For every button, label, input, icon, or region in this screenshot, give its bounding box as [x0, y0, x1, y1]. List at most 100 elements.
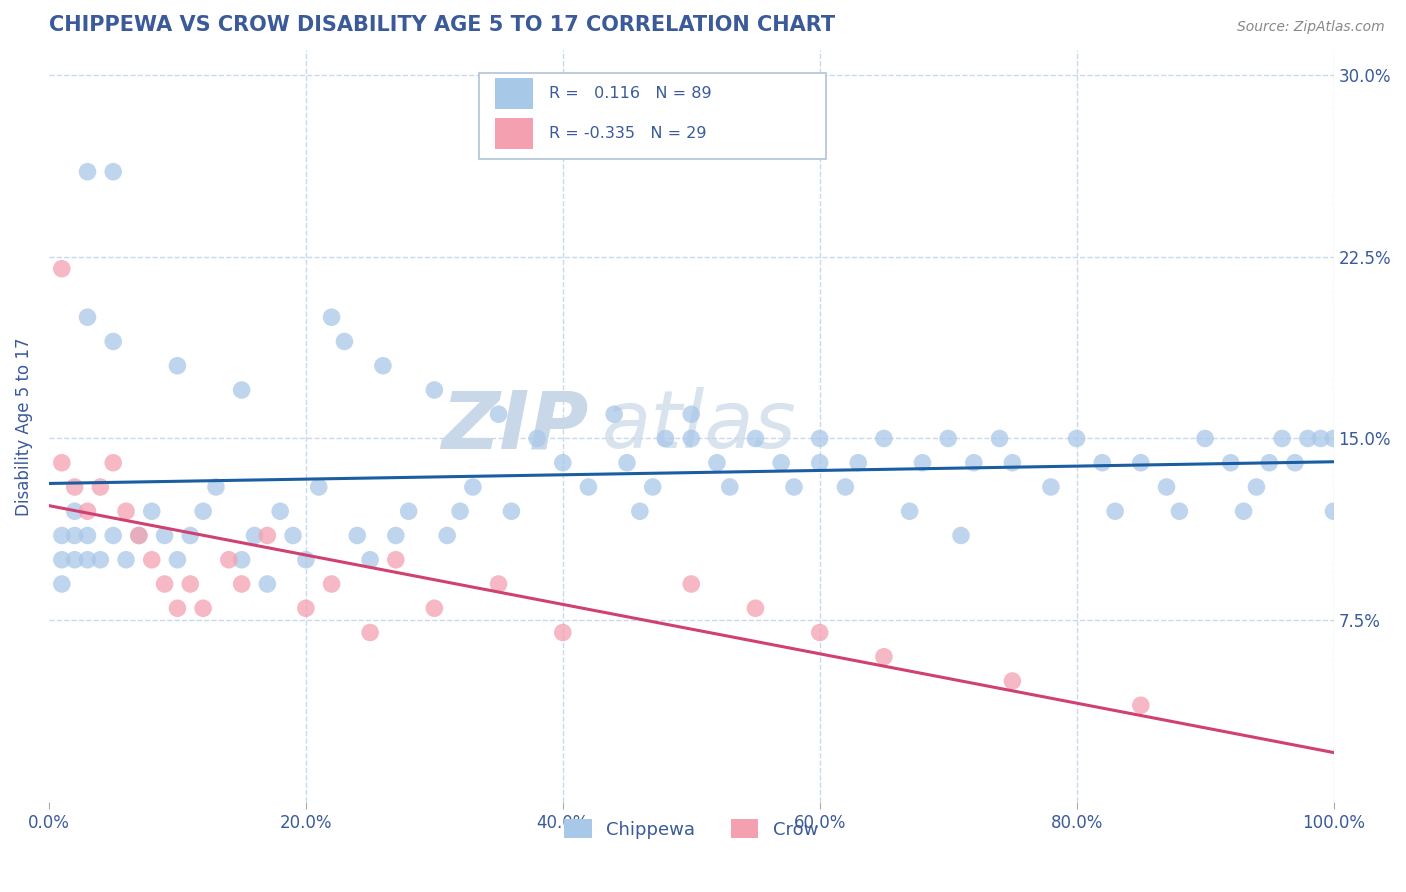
Point: [269, 504, 291, 518]
Point: [1066, 432, 1088, 446]
Point: [231, 553, 253, 567]
Point: [115, 553, 138, 567]
Point: [526, 432, 548, 446]
Point: [449, 504, 471, 518]
Point: [231, 383, 253, 397]
Point: [218, 553, 240, 567]
Point: [744, 601, 766, 615]
Point: [51, 553, 73, 567]
Point: [1104, 504, 1126, 518]
Point: [153, 577, 176, 591]
Point: [76, 553, 98, 567]
Point: [783, 480, 806, 494]
Point: [834, 480, 856, 494]
Point: [243, 528, 266, 542]
Point: [488, 407, 510, 421]
Point: [681, 577, 703, 591]
Point: [51, 456, 73, 470]
Point: [89, 480, 111, 494]
Point: [51, 577, 73, 591]
Point: [103, 528, 125, 542]
Point: [76, 164, 98, 178]
Point: [949, 528, 972, 542]
Point: [718, 480, 741, 494]
Point: [179, 528, 201, 542]
Point: [808, 625, 831, 640]
Point: [1322, 432, 1344, 446]
Legend: Chippewa, Crow: Chippewa, Crow: [557, 812, 825, 846]
FancyBboxPatch shape: [479, 73, 827, 160]
Point: [988, 432, 1011, 446]
Point: [385, 553, 408, 567]
Point: [191, 504, 214, 518]
Point: [63, 528, 86, 542]
Point: [578, 480, 600, 494]
Point: [1219, 456, 1241, 470]
Point: [295, 553, 318, 567]
Point: [1284, 456, 1306, 470]
Point: [1168, 504, 1191, 518]
Point: [346, 528, 368, 542]
Point: [256, 577, 278, 591]
Point: [551, 625, 574, 640]
Point: [321, 310, 343, 325]
Point: [501, 504, 523, 518]
Point: [654, 432, 676, 446]
Point: [1322, 504, 1344, 518]
Point: [808, 456, 831, 470]
Point: [1129, 698, 1152, 713]
Point: [76, 528, 98, 542]
Point: [423, 383, 446, 397]
Point: [744, 432, 766, 446]
Point: [1156, 480, 1178, 494]
Point: [333, 334, 356, 349]
Point: [153, 528, 176, 542]
Point: [898, 504, 921, 518]
Point: [873, 649, 896, 664]
Point: [191, 601, 214, 615]
Text: R =   0.116   N = 89: R = 0.116 N = 89: [548, 86, 711, 101]
Point: [1232, 504, 1254, 518]
Point: [846, 456, 869, 470]
Point: [436, 528, 458, 542]
Point: [1309, 432, 1331, 446]
Point: [103, 334, 125, 349]
Point: [359, 553, 381, 567]
Point: [616, 456, 638, 470]
Point: [603, 407, 626, 421]
Point: [963, 456, 986, 470]
Point: [911, 456, 934, 470]
Point: [179, 577, 201, 591]
Point: [770, 456, 793, 470]
Point: [205, 480, 228, 494]
Point: [166, 359, 188, 373]
Point: [641, 480, 664, 494]
Point: [51, 528, 73, 542]
Point: [1039, 480, 1062, 494]
Point: [103, 456, 125, 470]
Point: [256, 528, 278, 542]
Point: [681, 432, 703, 446]
Text: CHIPPEWA VS CROW DISABILITY AGE 5 TO 17 CORRELATION CHART: CHIPPEWA VS CROW DISABILITY AGE 5 TO 17 …: [49, 15, 835, 35]
Point: [63, 480, 86, 494]
Point: [385, 528, 408, 542]
Point: [873, 432, 896, 446]
Point: [281, 528, 304, 542]
Text: Source: ZipAtlas.com: Source: ZipAtlas.com: [1237, 20, 1385, 34]
Point: [628, 504, 651, 518]
Point: [1001, 456, 1024, 470]
Point: [166, 553, 188, 567]
Point: [371, 359, 394, 373]
Point: [461, 480, 484, 494]
Point: [231, 577, 253, 591]
Point: [423, 601, 446, 615]
Y-axis label: Disability Age 5 to 17: Disability Age 5 to 17: [15, 337, 32, 516]
Point: [141, 553, 163, 567]
Point: [63, 553, 86, 567]
Point: [76, 504, 98, 518]
Point: [76, 310, 98, 325]
Point: [51, 261, 73, 276]
Text: atlas: atlas: [602, 387, 796, 466]
Point: [936, 432, 959, 446]
Point: [141, 504, 163, 518]
